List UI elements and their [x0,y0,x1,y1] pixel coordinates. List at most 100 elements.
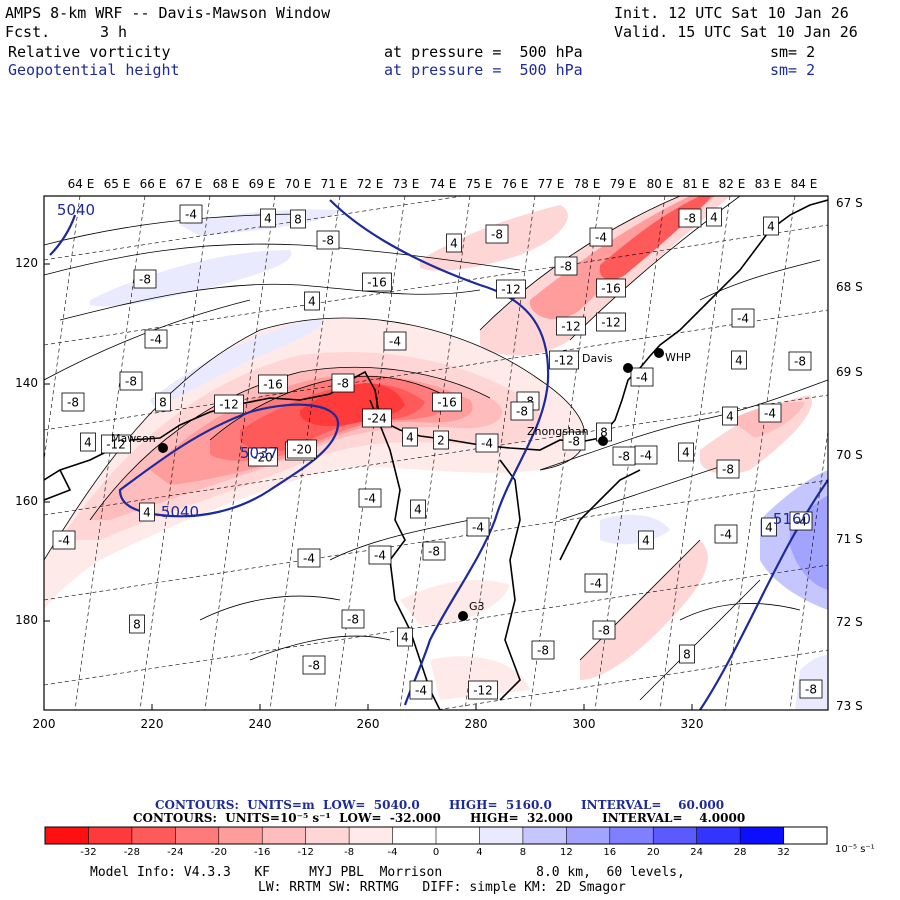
lon-label: 66 E [139,177,167,191]
vorticity-label: 4 [722,406,738,426]
lat-label: 67 S [836,196,863,210]
svg-text:-20: -20 [253,451,273,465]
colorbar-label: 20 [646,847,660,858]
vorticity-contours [44,196,828,701]
lon-label: 67 E [175,177,203,191]
svg-text:4: 4 [767,220,775,234]
svg-text:-16: -16 [601,282,621,296]
vorticity-label: -16 [362,272,392,292]
colorbar-swatch [392,827,437,844]
colorbar-label: 0 [432,847,440,858]
svg-text:-8: -8 [322,234,334,248]
vorticity-label: -24 [362,408,392,428]
vorticity-label: 4 [678,442,694,462]
svg-text:4: 4 [401,631,409,645]
y-tick-label: 140 [15,376,38,390]
colorbar-label: 16 [603,847,617,858]
vorticity-label: 8 [679,644,695,664]
vorticity-label: -8 [133,269,157,289]
x-tick-label: 280 [464,717,488,731]
vorticity-label: 4 [402,427,418,447]
station-label: G3 [469,600,485,613]
svg-text:-8: -8 [347,613,359,627]
svg-text:-4: -4 [481,437,493,451]
vorticity-label: -12 [101,434,131,454]
svg-text:-8: -8 [491,228,503,242]
vorticity-label: -4 [589,227,613,247]
vorticity-label: 4 [139,502,155,522]
svg-text:-24: -24 [367,412,387,426]
vorticity-label: 4 [410,499,426,519]
svg-text:-12: -12 [561,320,581,334]
lon-label: 77 E [537,177,565,191]
vorticity-label: -12 [596,312,626,332]
colorbar-swatch [653,827,698,844]
lat-label: 73 S [836,699,863,713]
lon-label: 78 E [573,177,601,191]
vorticity-label: -8 [788,351,812,371]
svg-text:-4: -4 [185,208,197,222]
lon-label: 84 E [790,177,818,191]
vorticity-label: -8 [531,640,555,660]
svg-text:-16: -16 [437,396,457,410]
lon-label: 76 E [501,177,529,191]
lon-label: 71 E [320,177,348,191]
svg-text:4: 4 [682,446,690,460]
vorticity-label: -12 [556,316,586,336]
vorticity-label: -4 [383,331,407,351]
field1-name: Relative vorticity [8,43,171,61]
vorticity-label: -4 [358,488,382,508]
vorticity-label: -20 [287,439,317,459]
vorticity-label: -12 [214,394,244,414]
svg-text:-8: -8 [560,260,572,274]
colorbar-label: -20 [210,847,227,858]
model-info-line1: Model Info: V4.3.3 KF MYJ PBL Morrison 8… [90,865,685,880]
vorticity-label: -4 [731,308,755,328]
vorticity-label: -16 [596,278,626,298]
vorticity-label: 4 [446,233,462,253]
svg-text:-8: -8 [516,405,528,419]
colorbar-swatch [436,827,480,844]
station-label: WHP [665,351,691,364]
station-label: Zhongshan [527,425,589,438]
x-tick-label: 320 [680,717,704,731]
colorbar-swatch [218,827,263,844]
vorticity-label: 4 [706,207,722,227]
vorticity-label: -20 [248,447,278,467]
y-tick-label: 120 [15,256,38,270]
vorticity-label: -16 [432,392,462,412]
lon-label: 73 E [392,177,420,191]
svg-text:4: 4 [84,436,92,450]
svg-text:4: 4 [308,295,316,309]
svg-text:-12: -12 [554,354,574,368]
lat-label: 70 S [836,448,863,462]
svg-text:8: 8 [133,618,141,632]
x-tick-label: 200 [32,717,56,731]
height-label: 5040 [57,201,95,219]
height-contour-info: CONTOURS: UNITS=m LOW= 5040.0 HIGH= 5160… [155,798,725,812]
vorticity-label: 8 [155,392,171,412]
colorbar-label: -28 [123,847,141,858]
y-tick-label: 180 [15,613,38,627]
svg-text:-8: -8 [568,435,580,449]
vorticity-label: -12 [496,279,526,299]
colorbar-swatch [262,827,307,844]
svg-text:-4: -4 [58,534,70,548]
svg-text:-8: -8 [139,273,151,287]
vorticity-label: -8 [331,373,355,393]
vorticity-label: -8 [61,392,85,412]
x-tick-label: 260 [356,717,380,731]
svg-text:-8: -8 [684,212,696,226]
svg-text:-12: -12 [219,398,239,412]
colorbar-swatch [479,827,524,844]
vorticity-label: -4 [368,545,392,565]
vorticity-contour-info: CONTOURS: UNITS=10⁻⁵ s⁻¹ LOW= -32.000 HI… [133,811,746,825]
colorbar-label: 8 [519,847,527,858]
vorticity-label: 4 [260,208,276,228]
station-label: Mawson [111,432,156,445]
svg-text:-8: -8 [794,355,806,369]
svg-text:-16: -16 [263,378,283,392]
height-label: 5037 [240,444,278,462]
colorbar-swatch [566,827,611,844]
